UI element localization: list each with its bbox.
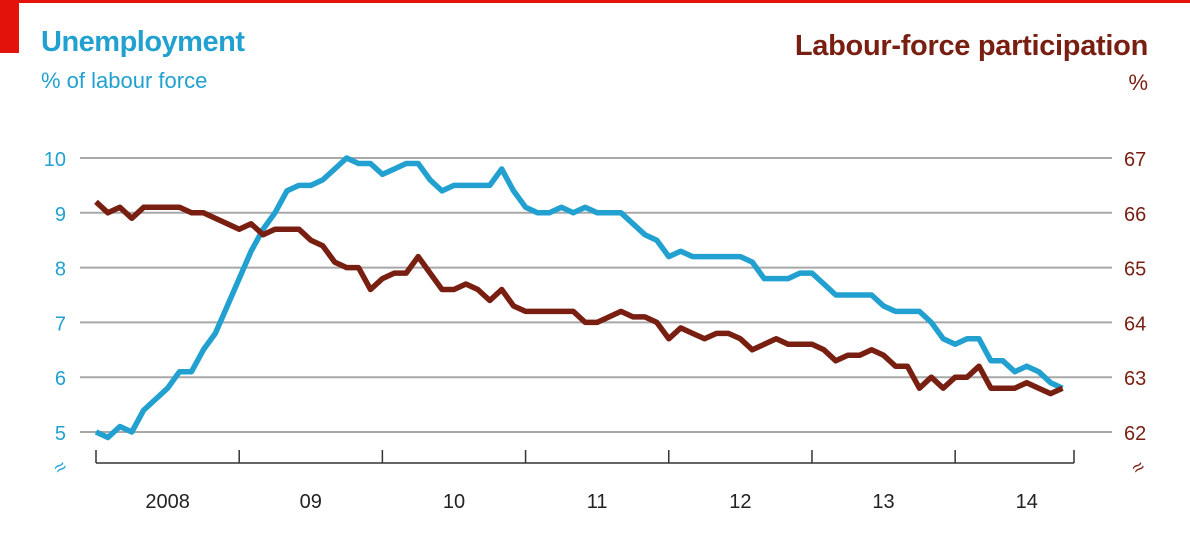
x-tick-label: 2008 — [145, 491, 190, 513]
participation-line — [94, 199, 1064, 397]
right-tick-label: 66 — [1124, 204, 1146, 226]
left-axis-title: Unemployment — [41, 26, 245, 58]
left-tick-label: 10 — [44, 149, 66, 171]
right-axis-unit: % — [1128, 70, 1148, 95]
left-tick-label: 5 — [55, 423, 66, 445]
left-tick-label: 6 — [55, 368, 66, 390]
x-tick-label: 09 — [300, 491, 322, 513]
right-axis-break: ≈ — [1128, 456, 1150, 480]
x-tick-label: 10 — [443, 491, 465, 513]
right-tick-label: 63 — [1124, 368, 1146, 390]
right-axis-title: Labour-force participation — [794, 30, 1148, 62]
x-tick-label: 11 — [587, 491, 608, 513]
axis-layer: 5 62 6 63 7 64 8 65 9 66 10 67 ≈ ≈2008 09 10 11 12 13 14 — [44, 149, 1150, 513]
series-layer — [94, 155, 1064, 441]
right-tick-label: 64 — [1124, 313, 1146, 335]
right-tick-label: 67 — [1124, 149, 1146, 171]
grid-layer — [80, 157, 1112, 433]
unemployment-line — [94, 155, 1064, 441]
left-axis-break: ≈ — [50, 456, 72, 480]
x-tick-label: 14 — [1016, 491, 1038, 513]
left-tick-label: 8 — [55, 259, 66, 281]
left-tick-label: 7 — [55, 313, 66, 335]
top-rule — [0, 0, 1190, 3]
x-tick-label: 13 — [872, 491, 894, 513]
x-tick-label: 12 — [729, 491, 751, 513]
left-axis-unit: % of labour force — [41, 68, 208, 93]
brand-red-tag — [0, 0, 19, 53]
right-tick-label: 65 — [1124, 259, 1146, 281]
left-tick-label: 9 — [55, 204, 66, 226]
right-tick-label: 62 — [1124, 423, 1146, 445]
